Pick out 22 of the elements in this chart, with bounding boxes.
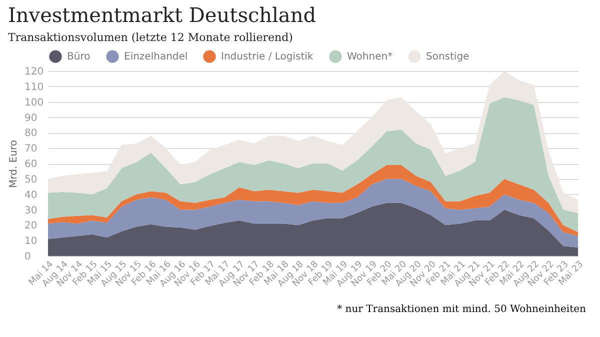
- y-axis-title: Mrd. Euro: [8, 140, 20, 188]
- text: * nur Transaktionen mit mind. 50 Wohneinheiten: [336, 304, 587, 315]
- y-tick-label: 0: [24, 252, 31, 262]
- y-tick-label: 100: [24, 97, 44, 108]
- y-tick-label: 60: [24, 159, 38, 170]
- chart-title: Investmentmarkt Deutschland: [8, 3, 316, 27]
- y-tick-label: 70: [24, 144, 38, 155]
- y-tick-label: 120: [24, 66, 44, 78]
- legend-label: Einzelhandel: [124, 52, 188, 63]
- y-tick-label: 80: [24, 128, 38, 140]
- legend-label: Sonstige: [426, 52, 470, 63]
- y-tick-label: 90: [24, 112, 38, 124]
- y-tick-label: 10: [24, 236, 38, 248]
- y-tick-label: 40: [24, 190, 38, 201]
- y-tick-label: 110: [24, 82, 44, 93]
- chart-subtitle: Transaktionsvolumen (letzte 12 Monate rollierend): [8, 31, 293, 44]
- legend-label: Wohnen*: [347, 52, 393, 63]
- y-tick-label: 30: [24, 205, 38, 216]
- legend-label: Büro: [67, 52, 90, 63]
- legend-label: Industrie / Logistik: [221, 52, 314, 63]
- y-tick-label: 50: [24, 174, 38, 186]
- y-tick-label: 20: [24, 220, 38, 232]
